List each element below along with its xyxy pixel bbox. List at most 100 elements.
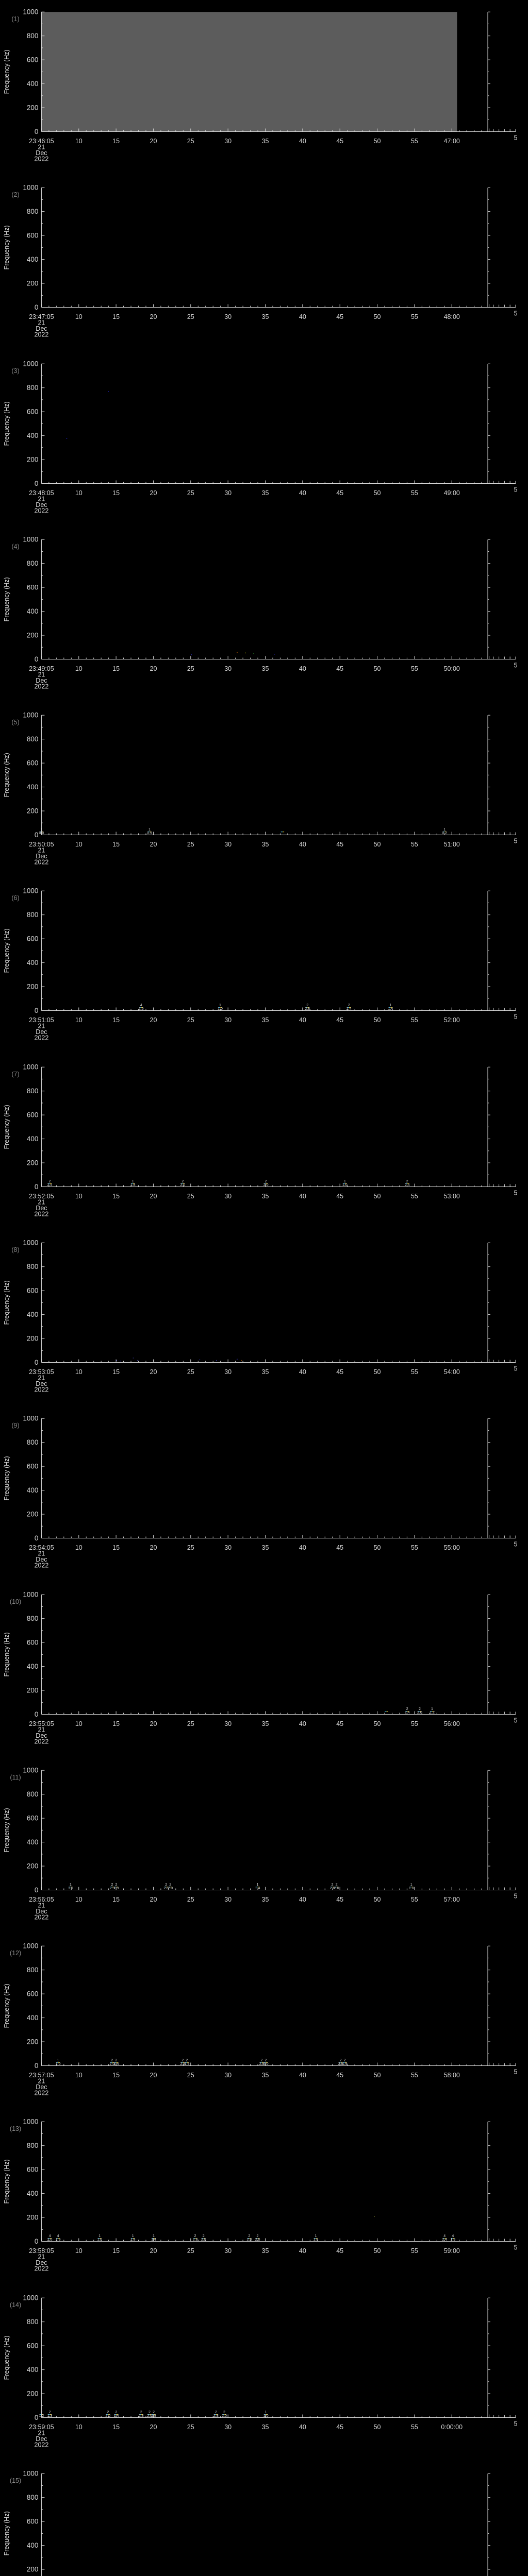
svg-text:400: 400 [27, 607, 39, 615]
svg-text:35: 35 [262, 138, 269, 145]
svg-text:30: 30 [224, 841, 232, 848]
svg-text:5: 5 [514, 486, 518, 493]
svg-text:400: 400 [27, 1838, 39, 1846]
svg-text:1.0: 1.0 [68, 1887, 73, 1890]
svg-text:55: 55 [411, 1544, 418, 1551]
svg-text:800: 800 [27, 2142, 39, 2150]
svg-text:20: 20 [150, 138, 157, 145]
svg-text:58:00: 58:00 [444, 2072, 460, 2079]
svg-text:10: 10 [75, 665, 82, 672]
svg-text:1000: 1000 [23, 711, 38, 719]
svg-text:15: 15 [112, 489, 120, 497]
svg-text:25: 25 [187, 665, 194, 672]
svg-text:1: 1 [257, 1883, 259, 1887]
svg-text:40: 40 [299, 1896, 306, 1903]
svg-text:5: 5 [514, 134, 518, 141]
svg-text:1: 1 [98, 2234, 101, 2238]
svg-text:1000: 1000 [23, 1239, 38, 1247]
svg-text:2: 2 [332, 1883, 334, 1887]
svg-text:0: 0 [35, 1886, 39, 1894]
svg-text:600: 600 [27, 1111, 39, 1118]
svg-text:400: 400 [27, 1663, 39, 1670]
svg-text:25: 25 [187, 1193, 194, 1200]
svg-text:2.0: 2.0 [47, 2238, 53, 2242]
svg-text:2: 2 [203, 2234, 205, 2238]
svg-text:2.8: 2.8 [139, 2414, 144, 2418]
svg-text:20: 20 [150, 2072, 157, 2079]
svg-text:1: 1 [132, 1180, 134, 1183]
svg-text:2022: 2022 [35, 1210, 49, 1217]
svg-text:55: 55 [411, 489, 418, 497]
svg-text:Frequency (Hz): Frequency (Hz) [3, 401, 10, 446]
svg-text:10: 10 [75, 2072, 82, 2079]
svg-text:5: 5 [514, 1013, 518, 1021]
svg-text:600: 600 [27, 2342, 39, 2349]
svg-text:5: 5 [514, 838, 518, 845]
svg-text:15: 15 [112, 1368, 120, 1376]
svg-text:1000: 1000 [23, 536, 38, 544]
svg-text:400: 400 [27, 1486, 39, 1494]
svg-text:800: 800 [27, 384, 39, 392]
svg-text:2022: 2022 [35, 2265, 49, 2273]
svg-text:55: 55 [411, 665, 418, 672]
svg-text:800: 800 [27, 735, 39, 743]
svg-text:600: 600 [27, 1814, 39, 1822]
svg-text:35: 35 [262, 1368, 269, 1376]
svg-text:2022: 2022 [35, 1913, 49, 1921]
svg-text:35: 35 [262, 489, 269, 497]
svg-text:800: 800 [27, 208, 39, 215]
svg-text:45: 45 [336, 841, 343, 848]
svg-text:Frequency (Hz): Frequency (Hz) [3, 753, 10, 797]
svg-text:2.0: 2.0 [263, 1183, 269, 1187]
svg-text:35: 35 [262, 1896, 269, 1903]
svg-text:0: 0 [35, 128, 39, 135]
svg-text:2022: 2022 [35, 2441, 49, 2448]
svg-text:1.0: 1.0 [218, 1007, 223, 1011]
svg-text:2022: 2022 [35, 2090, 49, 2097]
svg-text:40: 40 [299, 2247, 306, 2255]
svg-text:2.0: 2.0 [263, 2062, 269, 2066]
svg-text:2: 2 [169, 1883, 171, 1887]
svg-text:30: 30 [224, 1720, 232, 1727]
svg-text:400: 400 [27, 432, 39, 439]
svg-text:1: 1 [219, 1004, 221, 1007]
svg-text:1.0: 1.0 [97, 2238, 102, 2242]
svg-text:5: 5 [514, 2069, 518, 2076]
svg-text:30: 30 [224, 2424, 232, 2431]
svg-text:56:00: 56:00 [444, 1720, 460, 1727]
svg-text:50: 50 [374, 138, 381, 145]
svg-text:(10): (10) [10, 1598, 21, 1605]
svg-text:20: 20 [150, 1720, 157, 1727]
svg-text:30: 30 [224, 489, 232, 497]
svg-text:(11): (11) [10, 1774, 21, 1781]
svg-text:2: 2 [49, 1180, 51, 1183]
svg-text:2.0: 2.0 [201, 2238, 206, 2242]
svg-text:40: 40 [299, 665, 306, 672]
svg-text:40: 40 [299, 138, 306, 145]
svg-text:40: 40 [299, 1368, 306, 1376]
svg-text:(15): (15) [10, 2477, 21, 2484]
svg-text:35: 35 [262, 2072, 269, 2079]
svg-text:400: 400 [27, 2366, 39, 2374]
svg-text:200: 200 [27, 2038, 39, 2046]
svg-text:Frequency (Hz): Frequency (Hz) [3, 1105, 10, 1149]
svg-text:10: 10 [75, 1193, 82, 1200]
svg-text:1000: 1000 [23, 1415, 38, 1422]
svg-text:200: 200 [27, 631, 39, 639]
svg-text:200: 200 [27, 1686, 39, 1694]
svg-text:0: 0 [35, 1183, 39, 1191]
svg-text:0: 0 [35, 2062, 39, 2070]
svg-text:1: 1 [344, 1180, 346, 1183]
svg-text:35: 35 [262, 1016, 269, 1024]
svg-text:47:00: 47:00 [444, 138, 460, 145]
svg-text:4: 4 [140, 1004, 142, 1007]
svg-text:45: 45 [336, 2424, 343, 2431]
svg-text:400: 400 [27, 959, 39, 967]
svg-text:48:00: 48:00 [444, 313, 460, 320]
svg-text:40: 40 [299, 1720, 306, 1727]
svg-text:30: 30 [224, 313, 232, 320]
svg-text:600: 600 [27, 232, 39, 240]
svg-text:2022: 2022 [35, 683, 49, 690]
svg-text:Frequency (Hz): Frequency (Hz) [3, 226, 10, 270]
svg-text:1000: 1000 [23, 8, 38, 16]
